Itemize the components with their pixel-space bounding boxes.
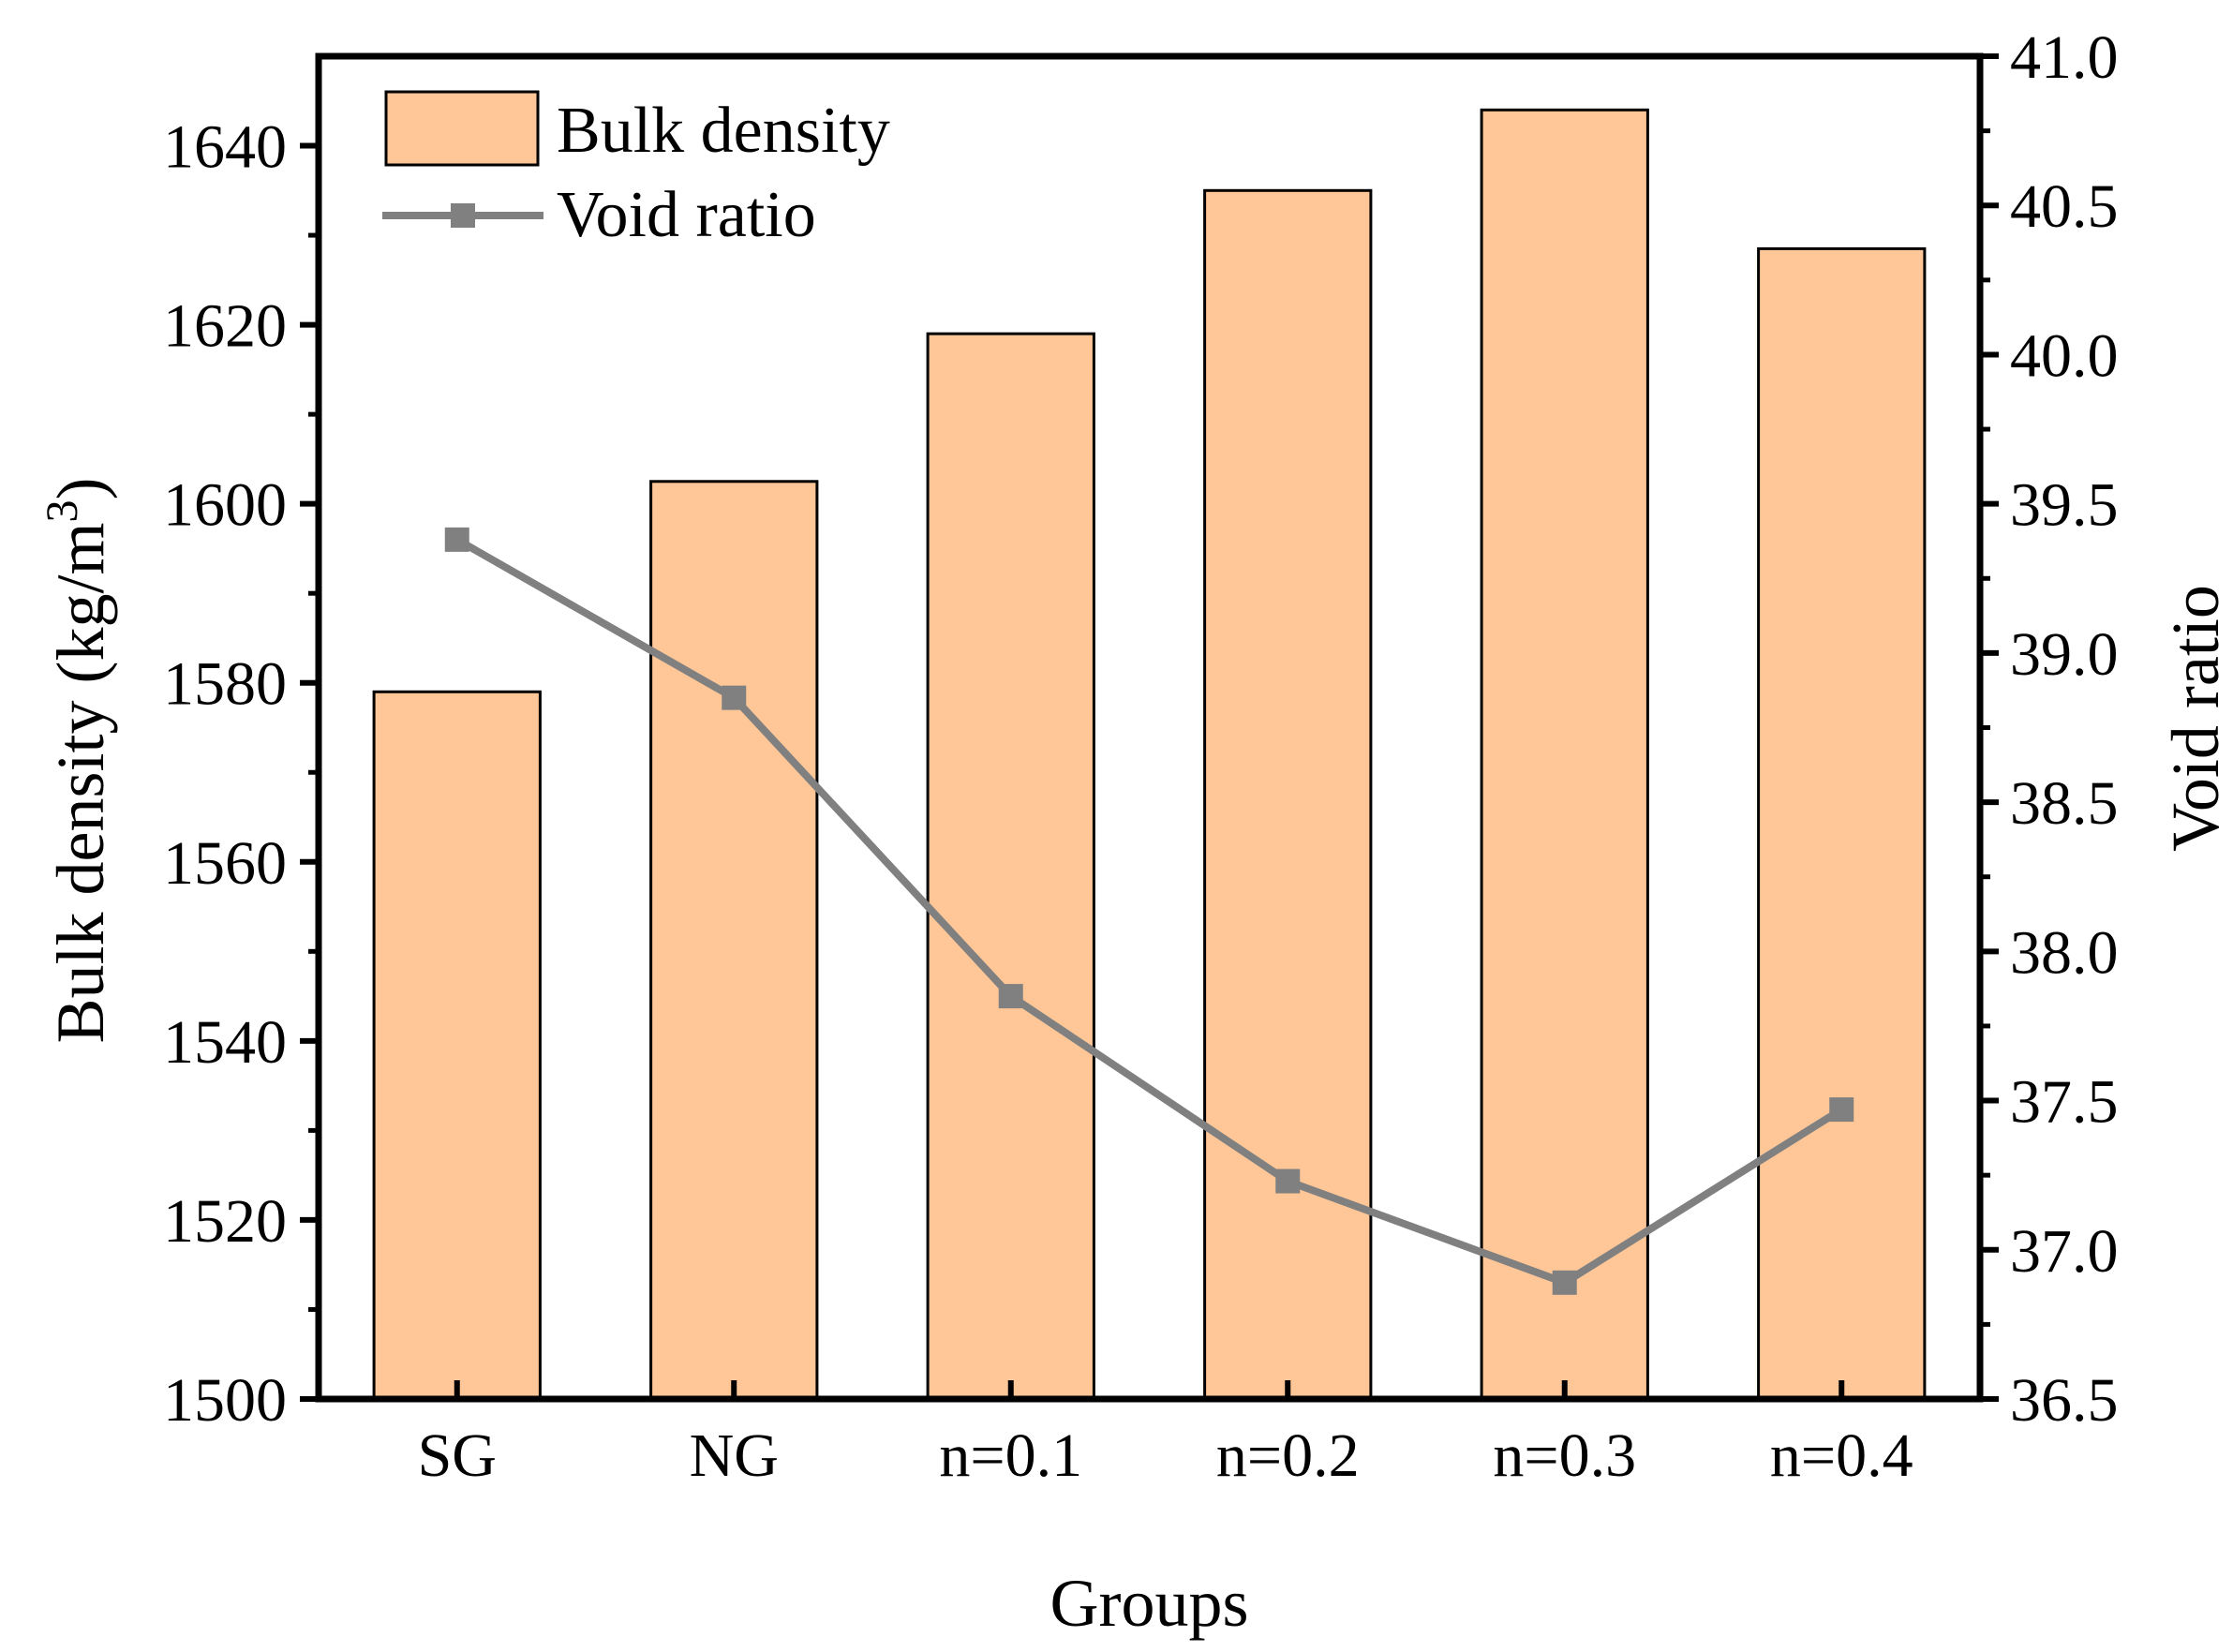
legend-void-ratio-label: Void ratio <box>557 179 816 251</box>
bars-layer <box>372 108 1927 1401</box>
void-ratio-point-SG <box>444 527 469 552</box>
right-tick-label: 37.5 <box>2010 1068 2119 1137</box>
left-axis: 1500 1520 1540 1560 1580 1600 1620 1640 <box>163 113 319 1435</box>
right-axis: 36.5 37.0 37.5 38.0 38.5 39.0 39.5 40.0 40.5 41.0 <box>1980 23 2119 1435</box>
right-tick-label: 38.0 <box>2010 918 2119 987</box>
bar-n=0.2 <box>1203 188 1373 1401</box>
void-ratio-line <box>454 536 1844 1287</box>
x-tick-label: n=0.2 <box>1216 1421 1360 1490</box>
left-tick-label: 1600 <box>163 471 287 540</box>
void-ratio-point-n=0.1 <box>998 984 1023 1009</box>
bar-SG <box>372 690 542 1401</box>
left-tick-label: 1500 <box>163 1366 287 1435</box>
bar-NG <box>649 480 819 1401</box>
left-axis-title-superscript: 3 <box>37 499 87 522</box>
left-tick-label: 1580 <box>163 650 287 719</box>
right-tick-label: 38.5 <box>2010 769 2119 838</box>
left-tick-label: 1560 <box>163 829 287 898</box>
left-tick-label: 1640 <box>163 113 287 182</box>
legend-bulk-density-swatch <box>384 90 540 167</box>
right-tick-label: 41.0 <box>2010 23 2119 92</box>
right-tick-label: 40.5 <box>2010 172 2119 241</box>
x-tick-label: n=0.3 <box>1493 1421 1636 1490</box>
left-axis-title-main: Bulk density (kg/m <box>43 522 118 1043</box>
right-tick-label: 39.5 <box>2010 471 2119 540</box>
plot-frame <box>315 52 1984 1403</box>
x-tick-label: n=0.1 <box>939 1421 1082 1490</box>
left-axis-title-close: ) <box>43 478 118 500</box>
bar-n=0.3 <box>1480 108 1649 1401</box>
x-tick-label: NG <box>690 1421 779 1490</box>
right-axis-title: Void ratio <box>2158 585 2233 852</box>
x-tick-label: n=0.4 <box>1770 1421 1913 1490</box>
right-tick-label: 39.0 <box>2010 620 2119 689</box>
right-tick-label: 36.5 <box>2010 1366 2119 1435</box>
x-axis: SG NG n=0.1 n=0.2 n=0.3 n=0.4 <box>418 1380 1913 1490</box>
x-tick-label: SG <box>418 1421 497 1490</box>
left-tick-label: 1520 <box>163 1187 287 1256</box>
legend: Bulk density Void ratio <box>382 90 890 251</box>
bar-n=0.4 <box>1757 246 1927 1401</box>
void-ratio-point-n=0.4 <box>1829 1097 1854 1123</box>
void-ratio-point-n=0.2 <box>1275 1168 1301 1194</box>
void-ratio-point-n=0.3 <box>1552 1270 1577 1295</box>
x-axis-title: Groups <box>1050 1566 1249 1641</box>
void-ratio-series <box>444 527 1854 1295</box>
bar-n=0.1 <box>926 332 1095 1401</box>
legend-bulk-density-label: Bulk density <box>557 95 890 167</box>
left-tick-label: 1620 <box>163 292 287 361</box>
left-tick-label: 1540 <box>163 1008 287 1077</box>
legend-void-ratio-marker <box>451 203 475 228</box>
void-ratio-point-NG <box>722 685 747 710</box>
right-tick-label: 40.0 <box>2010 321 2119 390</box>
left-axis-title: Bulk density (kg/m3) <box>37 478 118 1044</box>
right-tick-label: 37.0 <box>2010 1217 2119 1286</box>
